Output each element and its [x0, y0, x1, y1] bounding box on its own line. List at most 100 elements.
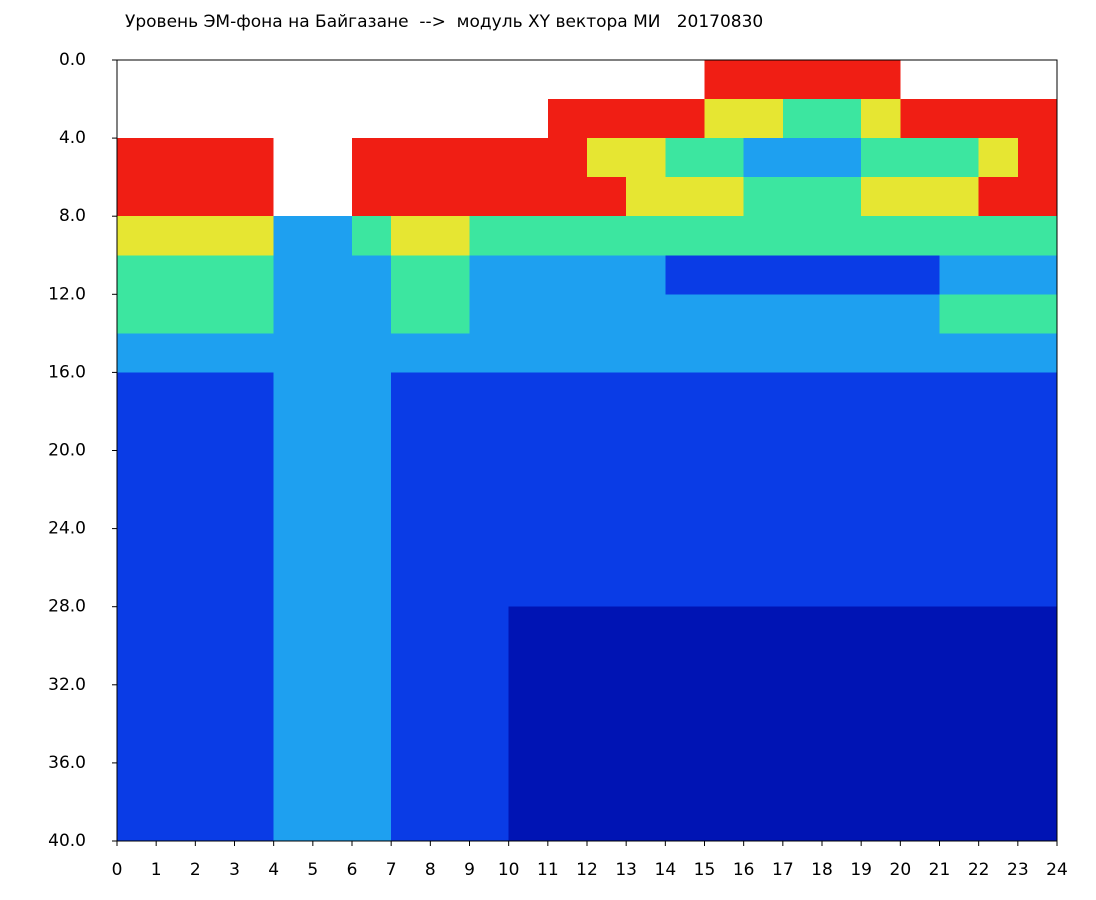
x-tick-label: 2: [190, 860, 201, 880]
cell: [156, 489, 196, 529]
cell: [547, 450, 587, 490]
cell: [156, 567, 196, 607]
cell: [195, 606, 235, 646]
cell: [391, 645, 431, 685]
cell: [939, 138, 979, 178]
cell: [626, 294, 666, 334]
cell: [587, 255, 627, 295]
cell: [156, 255, 196, 295]
cell: [547, 333, 587, 373]
cell: [743, 801, 783, 841]
axes: 0.0 4.0 8.0 12.0 16.0 20.0 24.0 28.0 32.0 36.0 40.…: [48, 50, 1068, 880]
cell: [312, 294, 352, 334]
cell: [900, 723, 940, 763]
cell: [469, 645, 509, 685]
cell: [822, 333, 862, 373]
cell: [508, 255, 548, 295]
cell: [782, 372, 822, 412]
x-tick-label: 16: [733, 860, 755, 880]
cell: [978, 450, 1018, 490]
cell: [547, 216, 587, 256]
cell: [117, 723, 157, 763]
cell: [391, 450, 431, 490]
x-tick-label: 21: [929, 860, 951, 880]
cell: [822, 99, 862, 139]
cell: [1017, 723, 1057, 763]
cell: [195, 294, 235, 334]
cell: [430, 762, 470, 802]
cell: [1017, 762, 1057, 802]
cell: [587, 138, 627, 178]
cell: [626, 450, 666, 490]
cell: [782, 684, 822, 724]
cell: [626, 684, 666, 724]
cell: [782, 489, 822, 529]
cell: [861, 801, 901, 841]
cell: [547, 606, 587, 646]
cell: [430, 528, 470, 568]
cell: [939, 450, 979, 490]
x-tick-label: 11: [537, 860, 559, 880]
x-tick-label: 7: [386, 860, 397, 880]
cell: [352, 294, 392, 334]
cell: [508, 372, 548, 412]
cell: [156, 372, 196, 412]
cell: [743, 411, 783, 451]
cell: [117, 372, 157, 412]
cell: [782, 723, 822, 763]
cell: [782, 333, 822, 373]
cell: [665, 450, 705, 490]
cell: [508, 489, 548, 529]
cell: [547, 723, 587, 763]
cell: [782, 177, 822, 217]
cell: [743, 333, 783, 373]
cell: [939, 762, 979, 802]
cell: [430, 333, 470, 373]
y-tick-label: 4.0: [59, 128, 86, 148]
cell: [352, 177, 392, 217]
cell: [939, 723, 979, 763]
cell: [782, 528, 822, 568]
cell: [156, 177, 196, 217]
cell: [117, 333, 157, 373]
cell: [234, 606, 274, 646]
cell: [626, 801, 666, 841]
x-tick-label: 5: [307, 860, 318, 880]
cell: [626, 99, 666, 139]
cell: [704, 606, 744, 646]
cell: [743, 762, 783, 802]
cell: [587, 606, 627, 646]
cell: [900, 450, 940, 490]
cell: [665, 801, 705, 841]
x-tick-label: 22: [968, 860, 990, 880]
cell: [312, 489, 352, 529]
cell: [117, 606, 157, 646]
x-tick-label: 13: [615, 860, 637, 880]
cell: [822, 528, 862, 568]
cell: [430, 177, 470, 217]
cell: [117, 645, 157, 685]
x-tick-label: 4: [268, 860, 279, 880]
cell: [978, 567, 1018, 607]
cell: [273, 684, 313, 724]
cell: [117, 567, 157, 607]
cell: [626, 177, 666, 217]
cell: [978, 489, 1018, 529]
cell: [430, 801, 470, 841]
cell: [861, 489, 901, 529]
cell: [469, 411, 509, 451]
cell: [117, 177, 157, 217]
cell: [822, 684, 862, 724]
cell: [156, 138, 196, 178]
cell: [626, 255, 666, 295]
cell: [861, 60, 901, 100]
cell: [1017, 567, 1057, 607]
cell: [900, 216, 940, 256]
x-tick-label: 18: [811, 860, 833, 880]
cell: [626, 762, 666, 802]
cell: [978, 138, 1018, 178]
cell: [782, 801, 822, 841]
cell: [273, 489, 313, 529]
cell: [508, 216, 548, 256]
cell: [156, 450, 196, 490]
